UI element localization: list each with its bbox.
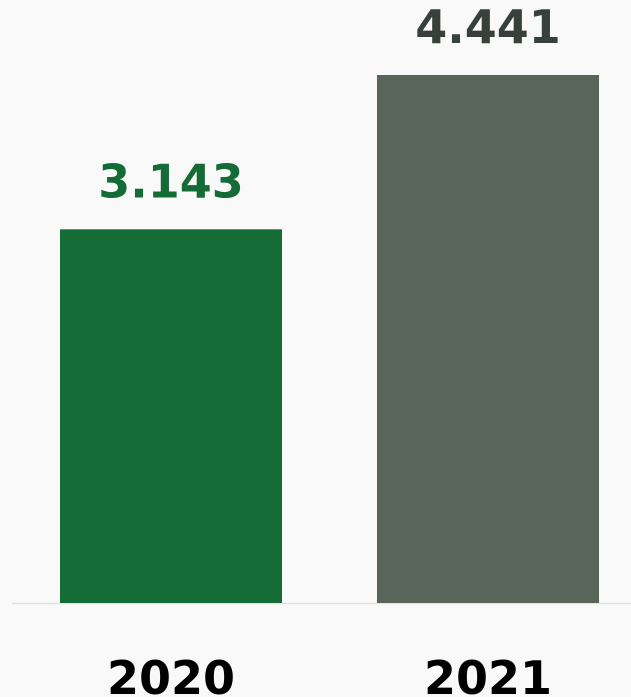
value-label-2021: 4.441 (415, 0, 561, 54)
bar-group (60, 75, 599, 603)
value-label-2020: 3.143 (98, 154, 244, 208)
bar-2021 (377, 75, 599, 603)
x-tick-label-group: 2020 2021 (107, 651, 552, 697)
x-tick-label-2020: 2020 (107, 651, 235, 697)
x-tick-label-2021: 2021 (424, 651, 552, 697)
bar-2020 (60, 229, 282, 603)
value-label-group: 3.143 4.441 (98, 0, 561, 208)
